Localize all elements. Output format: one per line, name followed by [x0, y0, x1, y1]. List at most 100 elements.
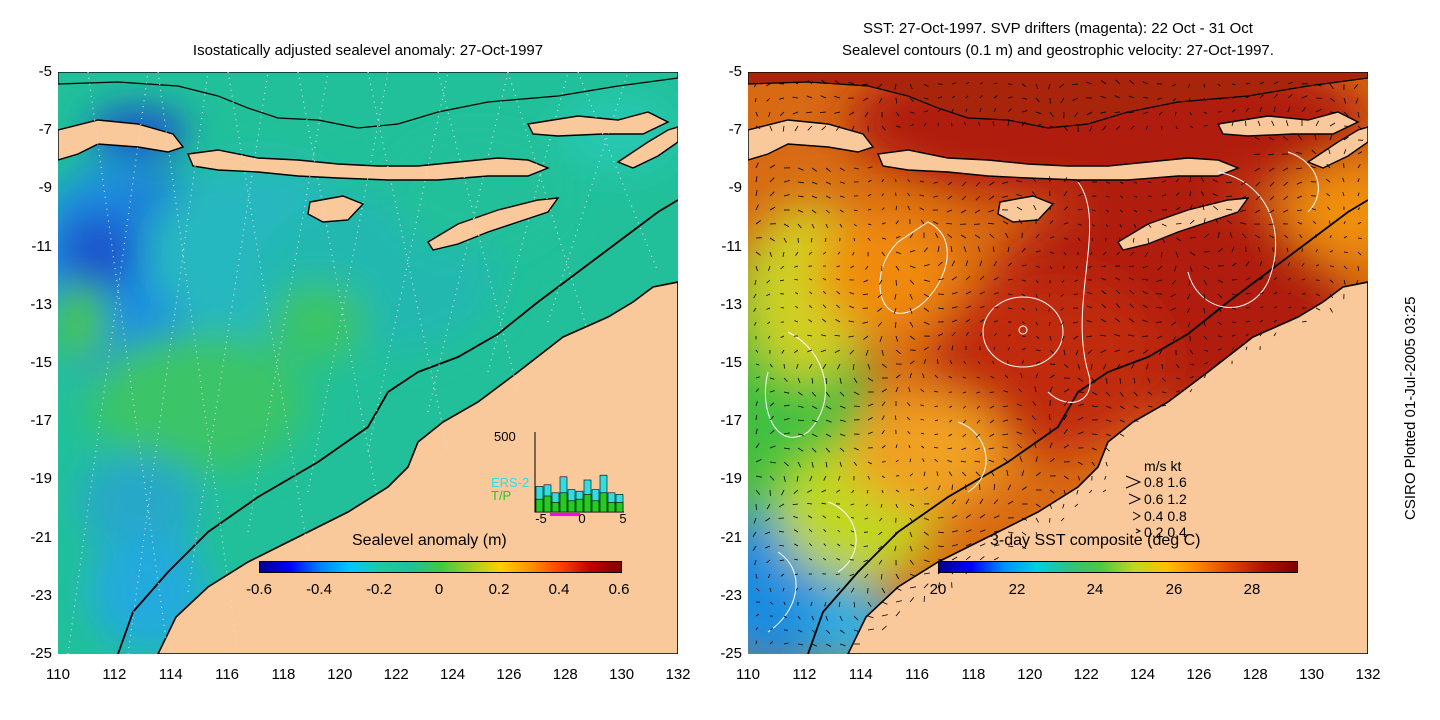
velocity-vector: [863, 559, 869, 563]
velocity-vector: [1132, 237, 1135, 243]
velocity-vector: [755, 489, 761, 495]
right-colorbar-tick: 20: [929, 581, 947, 598]
lat-tick-label: -17: [30, 412, 52, 430]
velocity-vector: [1357, 164, 1361, 169]
velocity-vector: [1343, 279, 1346, 285]
velocity-vector: [1002, 433, 1009, 436]
velocity-vector: [769, 377, 775, 380]
velocity-vector: [895, 587, 902, 591]
velocity-vector: [993, 107, 997, 113]
velocity-vector: [1105, 223, 1108, 227]
velocity-vector: [1241, 233, 1247, 239]
velocity-vector: [1007, 246, 1010, 253]
velocity-vector: [1021, 531, 1027, 536]
velocity-vector: [1128, 277, 1135, 281]
velocity-vector: [1129, 79, 1135, 85]
lon-tick-label: 126: [1186, 666, 1212, 683]
velocity-vector: [1254, 209, 1261, 214]
velocity-vector: [811, 615, 814, 621]
velocity-vector: [1129, 303, 1135, 309]
velocity-vector: [979, 260, 983, 267]
velocity-vector: [755, 640, 758, 645]
velocity-vector: [1021, 307, 1025, 311]
velocity-vector: [1077, 208, 1083, 211]
velocity-vector: [1287, 306, 1292, 309]
velocity-vector: [992, 246, 995, 253]
velocity-vector: [766, 293, 771, 297]
velocity-vector: [908, 387, 911, 393]
velocity-vector: [1343, 251, 1348, 253]
velocity-vector: [796, 363, 799, 369]
velocity-vector: [836, 290, 841, 295]
velocity-vector: [895, 503, 898, 509]
velocity-vector: [836, 489, 841, 493]
velocity-vector: [1018, 388, 1023, 393]
velocity-vector: [895, 444, 898, 449]
velocity-vector: [920, 419, 925, 421]
velocity-vector: [1175, 363, 1180, 368]
velocity-vector: [1086, 335, 1093, 338]
velocity-vector: [877, 83, 883, 89]
velocity-vector: [794, 573, 799, 576]
velocity-vector: [895, 611, 901, 617]
velocity-vector: [1217, 360, 1221, 365]
velocity-vector: [1231, 321, 1237, 323]
velocity-vector: [1049, 374, 1055, 379]
velocity-vector: [1063, 444, 1070, 449]
velocity-vector: [1128, 334, 1135, 337]
velocity-vector: [1188, 279, 1191, 286]
velocity-vector: [923, 346, 929, 351]
velocity-vector: [946, 209, 953, 213]
velocity-vector: [979, 556, 985, 561]
velocity-vector: [778, 530, 785, 533]
velocity-vector: [1115, 125, 1121, 130]
velocity-vector: [1273, 277, 1278, 281]
velocity-vector: [993, 333, 997, 337]
velocity-vector: [820, 95, 827, 99]
velocity-vector: [881, 349, 884, 356]
velocity-vector: [825, 405, 832, 410]
velocity-vector: [937, 582, 941, 589]
velocity-vector: [825, 433, 832, 438]
velocity-vector: [1130, 363, 1135, 370]
velocity-vector: [1271, 247, 1275, 253]
velocity-vector: [1105, 195, 1110, 198]
velocity-vector: [1229, 232, 1233, 239]
velocity-vector: [1017, 443, 1023, 449]
velocity-vector: [769, 206, 776, 211]
velocity-vector: [976, 405, 981, 409]
velocity-vector: [867, 601, 872, 607]
velocity-vector: [1035, 349, 1041, 351]
velocity-vector: [1175, 251, 1179, 258]
velocity-vector: [850, 517, 855, 519]
velocity-vector: [962, 391, 967, 394]
velocity-vector: [755, 162, 759, 169]
velocity-vector: [848, 335, 855, 338]
velocity-vector: [754, 97, 757, 103]
velocity-vector: [1296, 181, 1303, 185]
velocity-vector: [965, 305, 972, 309]
lat-tick-label: -5: [728, 63, 742, 80]
velocity-vector: [755, 414, 758, 421]
left-colorbar-label: Sealevel anomaly (m): [352, 532, 507, 549]
velocity-vector: [1329, 83, 1334, 90]
velocity-vector: [962, 405, 967, 409]
velocity-vector: [979, 275, 985, 281]
velocity-vector: [834, 80, 841, 85]
velocity-vector: [1004, 374, 1009, 379]
velocity-legend-row: 0.2 0.4: [1144, 524, 1187, 540]
velocity-vector: [808, 558, 813, 561]
velocity-vector: [755, 428, 758, 435]
velocity-vector: [783, 461, 789, 467]
velocity-vector: [811, 209, 817, 214]
velocity-vector: [993, 261, 997, 267]
velocity-vector: [937, 96, 943, 99]
velocity-vector: [909, 517, 914, 523]
velocity-vector: [783, 601, 786, 605]
velocity-vector: [850, 265, 855, 269]
velocity-vector: [895, 374, 901, 379]
histogram-xtick-5: 5: [619, 511, 627, 526]
velocity-vector: [1357, 111, 1360, 118]
velocity-vector: [769, 125, 773, 132]
velocity-vector: [1002, 181, 1009, 184]
